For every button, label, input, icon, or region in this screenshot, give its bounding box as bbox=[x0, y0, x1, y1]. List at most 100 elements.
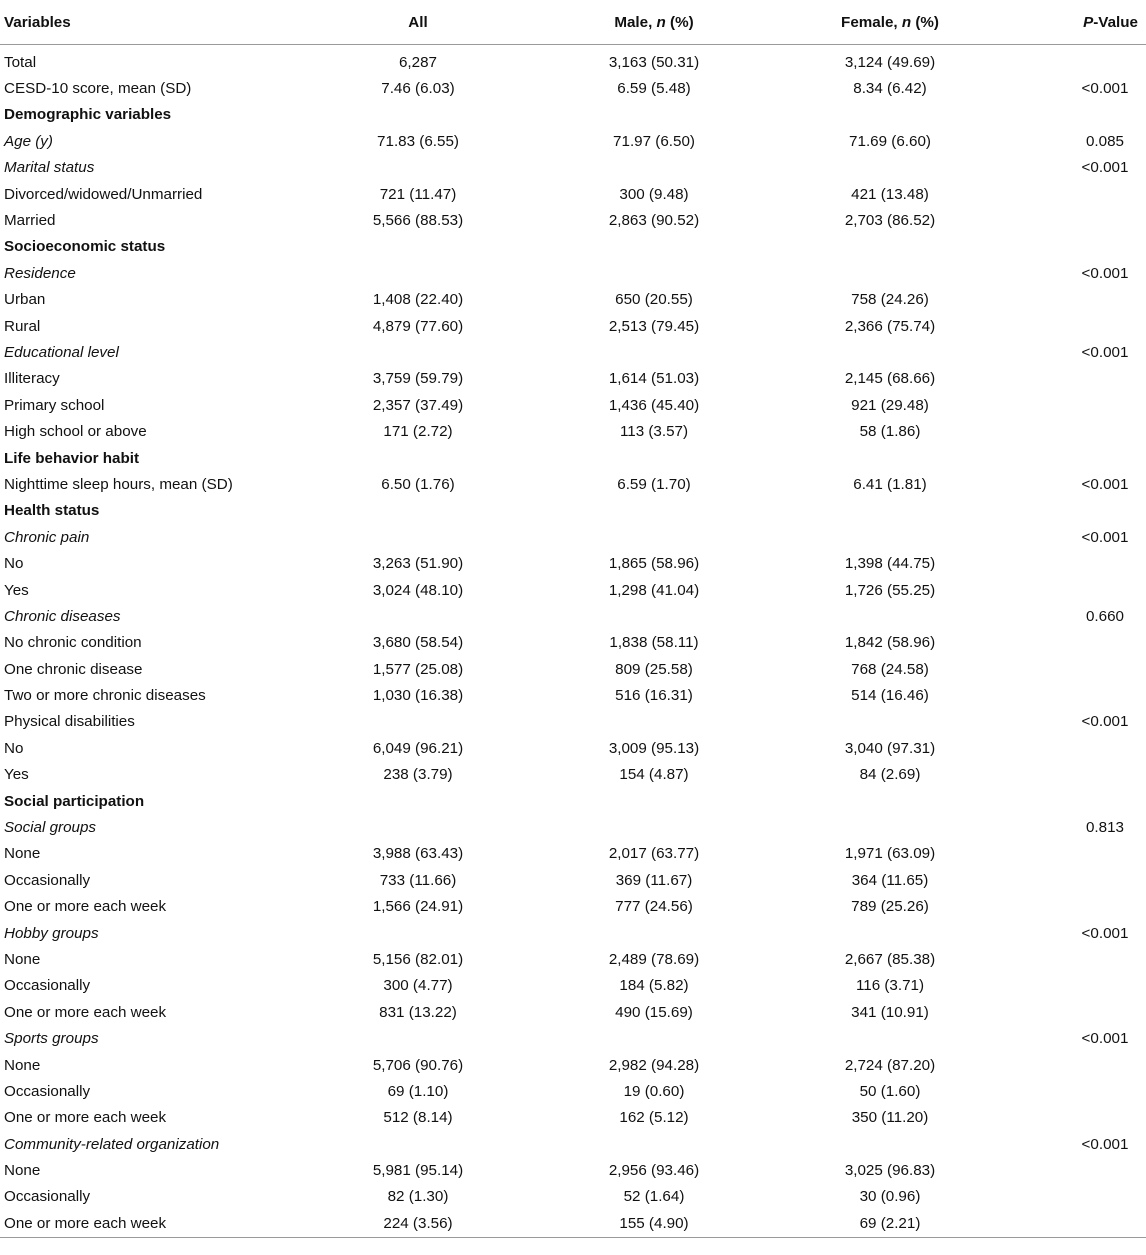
cell-male: 1,298 (41.04) bbox=[608, 581, 700, 599]
cell-p-value bbox=[1008, 392, 1146, 418]
header-all: All bbox=[300, 0, 536, 45]
table-row: High school or above 171 (2.72) 113 (3.57)… bbox=[0, 418, 1146, 444]
table-row: None 5,156 (82.01) 2,489 (78.69) 2,667 (85.… bbox=[0, 946, 1146, 972]
row-label: Community-related organization bbox=[4, 1135, 220, 1153]
cell-p-value: <0.001 bbox=[1081, 1030, 1129, 1048]
cell-p-value bbox=[1008, 207, 1146, 233]
cell-p-value bbox=[1008, 841, 1146, 867]
row-label: Occasionally bbox=[4, 871, 91, 889]
row-label: Total bbox=[4, 53, 37, 71]
cell-all bbox=[300, 339, 536, 365]
cell-all: 3,263 (51.90) bbox=[372, 555, 464, 573]
cell-female: 2,366 (75.74) bbox=[844, 317, 936, 335]
cell-female: 6.41 (1.81) bbox=[853, 475, 927, 493]
cell-female: 69 (2.21) bbox=[859, 1214, 921, 1232]
table-row: Total 6,287 3,163 (50.31) 3,124 (49.69) bbox=[0, 49, 1146, 75]
table-row: Age (y) 71.83 (6.55) 71.97 (6.50) 71.69 (6.… bbox=[0, 128, 1146, 154]
cell-female: 58 (1.86) bbox=[859, 423, 921, 441]
row-label: None bbox=[4, 1056, 41, 1074]
row-label: Chronic diseases bbox=[4, 607, 121, 625]
row-label: Two or more chronic diseases bbox=[4, 687, 206, 705]
cell-p-value bbox=[1008, 1078, 1146, 1104]
cell-female: 116 (3.71) bbox=[855, 977, 925, 995]
cell-male: 19 (0.60) bbox=[623, 1082, 685, 1100]
cell-female bbox=[772, 260, 1008, 286]
cell-p-value bbox=[1008, 999, 1146, 1025]
cell-female: 341 (10.91) bbox=[851, 1003, 929, 1021]
cell-female bbox=[772, 1131, 1008, 1157]
cell-female: 421 (13.48) bbox=[851, 185, 929, 203]
cell-female: 2,703 (86.52) bbox=[844, 212, 936, 230]
table-row: Marital status <0.001 bbox=[0, 155, 1146, 181]
row-label: Social participation bbox=[4, 792, 145, 810]
cell-all bbox=[300, 102, 536, 128]
cell-male bbox=[536, 920, 772, 946]
cell-p-value bbox=[1008, 181, 1146, 207]
row-label: Life behavior habit bbox=[4, 449, 140, 467]
cell-female: 2,724 (87.20) bbox=[844, 1056, 936, 1074]
section-header-row: Demographic variables bbox=[0, 102, 1146, 128]
cell-female: 2,145 (68.66) bbox=[844, 370, 936, 388]
cell-female: 921 (29.48) bbox=[851, 396, 929, 414]
cell-p-value: 0.085 bbox=[1085, 132, 1124, 150]
cell-p-value: <0.001 bbox=[1081, 713, 1129, 731]
cell-p-value bbox=[1008, 102, 1146, 128]
cell-male bbox=[536, 445, 772, 471]
row-label: CESD-10 score, mean (SD) bbox=[4, 80, 192, 98]
cell-all bbox=[300, 1025, 536, 1051]
table-row: Primary school 2,357 (37.49) 1,436 (45.40)… bbox=[0, 392, 1146, 418]
cell-all bbox=[300, 498, 536, 524]
row-label: Educational level bbox=[4, 343, 119, 361]
cell-p-value: <0.001 bbox=[1081, 80, 1129, 98]
cell-male: 52 (1.64) bbox=[623, 1188, 685, 1206]
row-label: Age (y) bbox=[4, 132, 53, 150]
header-p-value: P-Value bbox=[1008, 0, 1146, 45]
table-row: One or more each week 831 (13.22) 490 (15.… bbox=[0, 999, 1146, 1025]
cell-all: 5,566 (88.53) bbox=[372, 212, 464, 230]
cell-male: 1,436 (45.40) bbox=[608, 396, 700, 414]
row-label: Health status bbox=[4, 502, 100, 520]
table-row: Physical disabilities <0.001 bbox=[0, 709, 1146, 735]
table-row: None 5,981 (95.14) 2,956 (93.46) 3,025 (96.… bbox=[0, 1157, 1146, 1183]
cell-p-value bbox=[1008, 762, 1146, 788]
cell-all bbox=[300, 155, 536, 181]
table-row: Illiteracy 3,759 (59.79) 1,614 (51.03) 2,14… bbox=[0, 366, 1146, 392]
row-label: Social groups bbox=[4, 819, 97, 837]
cell-male: 650 (20.55) bbox=[615, 291, 693, 309]
cell-all: 171 (2.72) bbox=[383, 423, 453, 441]
section-header-row: Social participation bbox=[0, 788, 1146, 814]
row-label: One or more each week bbox=[4, 1109, 167, 1127]
row-label: Physical disabilities bbox=[4, 713, 135, 731]
cell-all: 7.46 (6.03) bbox=[381, 80, 455, 98]
table-row: Sports groups <0.001 bbox=[0, 1025, 1146, 1051]
cell-p-value bbox=[1008, 630, 1146, 656]
row-label: Divorced/widowed/Unmarried bbox=[4, 185, 203, 203]
cell-male: 184 (5.82) bbox=[619, 977, 689, 995]
cell-male: 154 (4.87) bbox=[619, 766, 689, 784]
cell-all: 1,408 (22.40) bbox=[372, 291, 464, 309]
cell-all: 733 (11.66) bbox=[379, 871, 457, 889]
row-label: High school or above bbox=[4, 423, 147, 441]
cell-p-value bbox=[1008, 788, 1146, 814]
cell-all: 1,577 (25.08) bbox=[372, 660, 464, 678]
cell-male: 113 (3.57) bbox=[619, 423, 689, 441]
cell-p-value bbox=[1008, 287, 1146, 313]
cell-male: 2,489 (78.69) bbox=[608, 950, 700, 968]
row-label: None bbox=[4, 1162, 41, 1180]
cell-male: 6.59 (5.48) bbox=[617, 80, 691, 98]
cell-all bbox=[300, 260, 536, 286]
cell-all bbox=[300, 709, 536, 735]
table-row: Married 5,566 (88.53) 2,863 (90.52) 2,703 (… bbox=[0, 207, 1146, 233]
table-row: Occasionally 300 (4.77) 184 (5.82) 116 (3.7… bbox=[0, 973, 1146, 999]
table-row: Community-related organization <0.001 bbox=[0, 1131, 1146, 1157]
table-row: No chronic condition 3,680 (58.54) 1,838 (… bbox=[0, 630, 1146, 656]
cell-female bbox=[772, 603, 1008, 629]
cell-all: 6,287 bbox=[398, 53, 437, 71]
cell-all: 6.50 (1.76) bbox=[381, 475, 455, 493]
cell-female bbox=[772, 339, 1008, 365]
cell-p-value bbox=[1008, 973, 1146, 999]
header-variables: Variables bbox=[0, 0, 300, 45]
cell-p-value bbox=[1008, 366, 1146, 392]
row-label: Yes bbox=[4, 766, 29, 784]
table-row: One or more each week 224 (3.56) 155 (4.90… bbox=[0, 1210, 1146, 1237]
